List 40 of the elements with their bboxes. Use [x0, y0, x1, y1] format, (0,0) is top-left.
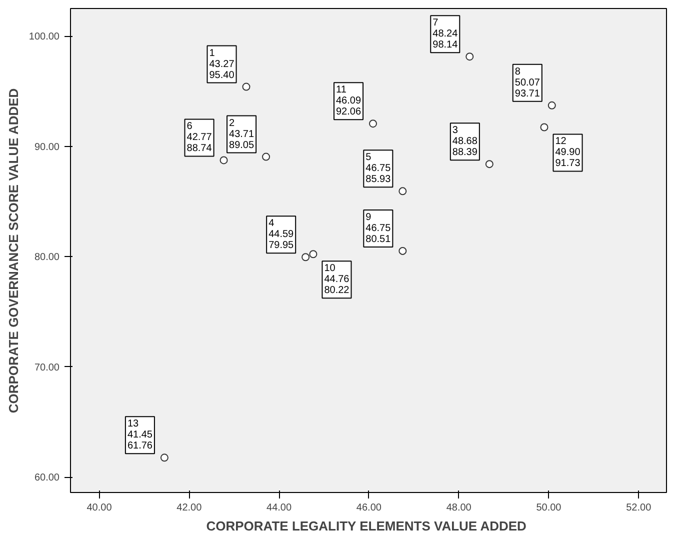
data-label: 1 43.27 95.40: [209, 48, 235, 81]
point: [466, 52, 474, 61]
point: [220, 156, 228, 164]
x-axis-title: CORPORATE LEGALITY ELEMENTS VALUE ADDED: [206, 518, 526, 534]
data-label: 13 41.45 61.76: [127, 418, 153, 452]
x-tick-label: 50.00: [536, 502, 562, 514]
y-tick-label: 100.00: [28, 32, 60, 43]
data-label: 5 46.75 85.93: [366, 152, 392, 186]
data-label: 6 42.77 88.74: [186, 121, 212, 154]
y-axis-title: CORPORATE GOVERNANCE SCORE VALUE ADDED: [6, 88, 21, 414]
point: [540, 123, 548, 132]
data-label: 9 46.75 80.51: [366, 212, 392, 245]
point: [548, 101, 556, 110]
y-tick-label: 60.00: [34, 472, 60, 484]
point: [309, 250, 318, 258]
data-label: 11 46.09 92.06: [336, 84, 362, 118]
x-tick-label: 52.00: [626, 502, 652, 514]
point: [398, 246, 407, 255]
point: [398, 187, 407, 196]
x-tick-label: 48.00: [446, 502, 472, 514]
point: [160, 454, 168, 462]
data-label: 3 48.68 88.39: [452, 125, 478, 158]
point: [242, 82, 250, 91]
y-tick-label: 80.00: [34, 252, 60, 264]
data-label: 10 44.76 80.22: [324, 263, 350, 296]
data-label: 7 48.24 98.14: [432, 18, 458, 51]
data-label: 8 50.07 93.71: [514, 66, 540, 100]
x-tick-label: 42.00: [176, 502, 202, 514]
point: [368, 120, 377, 128]
x-tick-label: 46.00: [356, 502, 382, 514]
point: [302, 253, 310, 262]
y-tick-label: 70.00: [34, 362, 60, 374]
y-tick-label: 90.00: [34, 142, 60, 153]
point: [262, 152, 270, 161]
x-tick-label: 44.00: [266, 502, 292, 514]
point: [485, 160, 494, 168]
data-label: 12 49.90 91.73: [555, 136, 581, 170]
x-tick-label: 40.00: [86, 502, 112, 514]
data-label: 4 44.59 79.95: [268, 218, 294, 252]
data-label: 2 43.71 89.05: [229, 118, 254, 151]
